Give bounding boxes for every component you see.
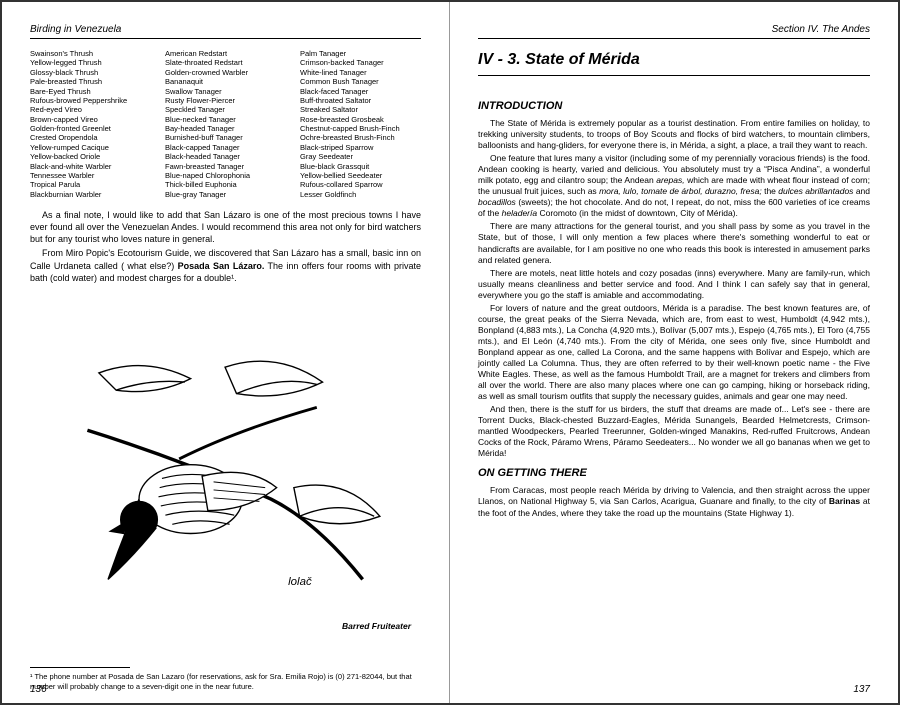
species-item: Tennessee Warbler — [30, 171, 151, 180]
left-body-text: As a final note, I would like to add tha… — [30, 209, 421, 286]
species-item: Thick-billed Euphonia — [165, 180, 286, 189]
species-item: Blue-necked Tanager — [165, 115, 286, 124]
paragraph: One feature that lures many a visitor (i… — [478, 153, 870, 219]
species-item: Chestnut-capped Brush-Finch — [300, 124, 421, 133]
species-item: Black-headed Tanager — [165, 152, 286, 161]
paragraph: From Caracas, most people reach Mérida b… — [478, 485, 870, 518]
right-page: Section IV. The Andes IV - 3. State of M… — [450, 2, 898, 703]
species-col-3: Palm TanagerCrimson-backed TanagerWhite-… — [300, 49, 421, 199]
species-col-2: American RedstartSlate-throated Redstart… — [165, 49, 286, 199]
paragraph: And then, there is the stuff for us bird… — [478, 404, 870, 459]
species-item: Blue-naped Chlorophonia — [165, 171, 286, 180]
species-item: Rufous-browed Peppershrike — [30, 96, 151, 105]
species-item: Streaked Saltator — [300, 105, 421, 114]
species-item: Buff-throated Saltator — [300, 96, 421, 105]
right-body-text: The State of Mérida is extremely popular… — [478, 118, 870, 461]
species-item: Slate-throated Redstart — [165, 58, 286, 67]
figure-caption: Barred Fruiteater — [342, 621, 411, 631]
species-item: Crested Oropendola — [30, 133, 151, 142]
species-item: Tropical Parula — [30, 180, 151, 189]
species-item: Gray Seedeater — [300, 152, 421, 161]
species-item: Palm Tanager — [300, 49, 421, 58]
species-item: Crimson-backed Tanager — [300, 58, 421, 67]
species-columns: Swainson's ThrushYellow-legged ThrushGlo… — [30, 49, 421, 199]
paragraph: For lovers of nature and the great outdo… — [478, 303, 870, 402]
species-col-1: Swainson's ThrushYellow-legged ThrushGlo… — [30, 49, 151, 199]
species-item: Swainson's Thrush — [30, 49, 151, 58]
species-item: Brown-capped Vireo — [30, 115, 151, 124]
footnote-rule — [30, 667, 130, 668]
species-item: Black-striped Sparrow — [300, 143, 421, 152]
species-item: Lesser Goldfinch — [300, 190, 421, 199]
species-item: Blue-black Grassquit — [300, 162, 421, 171]
bird-drawing: lolač — [53, 350, 397, 602]
species-item: Yellow-backed Oriole — [30, 152, 151, 161]
species-item: Ochre-breasted Brush-Finch — [300, 133, 421, 142]
species-item: Bare-Eyed Thrush — [30, 87, 151, 96]
species-item: Red-eyed Vireo — [30, 105, 151, 114]
species-item: Black-faced Tanager — [300, 87, 421, 96]
species-item: Black-and-white Warbler — [30, 162, 151, 171]
species-item: Blue-gray Tanager — [165, 190, 286, 199]
species-item: Yellow-rumped Cacique — [30, 143, 151, 152]
species-item: Yellow-legged Thrush — [30, 58, 151, 67]
page-number-left: 136 — [30, 684, 47, 695]
book-spread: Birding in Venezuela Swainson's ThrushYe… — [0, 0, 900, 705]
species-item: Black-capped Tanager — [165, 143, 286, 152]
species-item: Burnished-buff Tanager — [165, 133, 286, 142]
species-item: Pale-breasted Thrush — [30, 77, 151, 86]
species-item: American Redstart — [165, 49, 286, 58]
species-item: Bananaquit — [165, 77, 286, 86]
running-head-left: Birding in Venezuela — [30, 24, 421, 39]
left-page: Birding in Venezuela Swainson's ThrushYe… — [2, 2, 450, 703]
species-item: Blackburnian Warbler — [30, 190, 151, 199]
species-item: Golden-crowned Warbler — [165, 68, 286, 77]
paragraph: As a final note, I would like to add tha… — [30, 209, 421, 245]
paragraph: There are many attractions for the gener… — [478, 221, 870, 265]
section-head-intro: INTRODUCTION — [478, 100, 870, 112]
page-number-right: 137 — [853, 684, 870, 695]
illustration: lolač Barred Fruiteater — [30, 292, 421, 661]
paragraph: From Miro Popic's Ecotourism Guide, we d… — [30, 247, 421, 283]
section-head-getting: ON GETTING THERE — [478, 467, 870, 479]
species-item: Glossy-black Thrush — [30, 68, 151, 77]
species-item: Swallow Tanager — [165, 87, 286, 96]
paragraph: The State of Mérida is extremely popular… — [478, 118, 870, 151]
paragraph: There are motels, neat little hotels and… — [478, 268, 870, 301]
species-item: Fawn-breasted Tanager — [165, 162, 286, 171]
svg-text:lolač: lolač — [289, 577, 313, 589]
species-item: Common Bush Tanager — [300, 77, 421, 86]
species-item: Yellow-bellied Seedeater — [300, 171, 421, 180]
species-item: Rose-breasted Grosbeak — [300, 115, 421, 124]
species-item: Rufous-collared Sparrow — [300, 180, 421, 189]
species-item: Speckled Tanager — [165, 105, 286, 114]
running-head-right: Section IV. The Andes — [478, 24, 870, 39]
right-body-getting: From Caracas, most people reach Mérida b… — [478, 485, 870, 520]
species-item: Bay-headed Tanager — [165, 124, 286, 133]
species-item: Rusty Flower-Piercer — [165, 96, 286, 105]
footnote: ¹ The phone number at Posada de San Laza… — [30, 672, 421, 691]
chapter-title: IV - 3. State of Mérida — [478, 51, 870, 76]
species-item: White-lined Tanager — [300, 68, 421, 77]
species-item: Golden-fronted Greenlet — [30, 124, 151, 133]
